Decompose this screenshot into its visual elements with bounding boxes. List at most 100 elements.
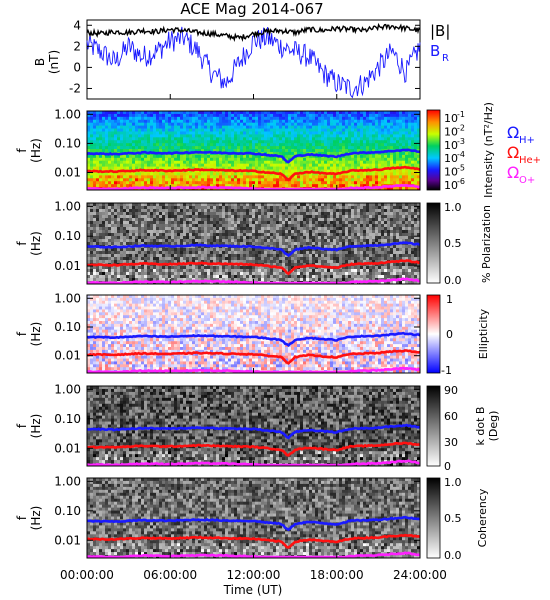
heatmap-cell (360, 224, 364, 228)
heatmap-cell (375, 248, 379, 252)
heatmap-cell (171, 157, 175, 162)
heatmap-cell (333, 134, 337, 138)
heatmap-cell (102, 230, 106, 234)
heatmap-cell (246, 227, 250, 231)
heatmap-cell (234, 134, 238, 138)
heatmap-cell (360, 215, 364, 219)
heatmap-cell (216, 242, 220, 246)
heatmap-cell (207, 134, 211, 138)
heatmap-cell (414, 122, 418, 127)
heatmap-cell (345, 119, 349, 124)
heatmap-cell (345, 154, 349, 159)
heatmap-cell (111, 206, 115, 210)
heatmap-cell (135, 227, 139, 231)
heatmap-cell (354, 184, 358, 188)
heatmap-cell (366, 154, 370, 159)
heatmap-cell (387, 209, 391, 213)
heatmap-cell (138, 242, 142, 246)
heatmap-cell (411, 111, 415, 115)
heatmap-cell (111, 178, 115, 182)
heatmap-cell (414, 151, 418, 156)
heatmap-cell (276, 230, 280, 234)
heatmap-cell (339, 215, 343, 219)
heatmap-cell (255, 254, 259, 258)
heatmap-cell (195, 230, 199, 234)
heatmap-cell (318, 111, 322, 115)
heatmap-cell (186, 128, 190, 132)
heatmap-cell (402, 157, 406, 162)
heatmap-cell (198, 209, 202, 213)
heatmap-cell (402, 163, 406, 167)
heatmap-cell (315, 181, 319, 185)
heatmap-cell (393, 251, 397, 255)
heatmap-cell (234, 125, 238, 129)
heatmap-cell (144, 134, 148, 138)
heatmap-cell (282, 245, 286, 249)
heatmap-cell (321, 227, 325, 231)
heatmap-cell (294, 128, 298, 132)
heatmap-cell (417, 236, 421, 240)
heatmap-cell (312, 157, 316, 162)
heatmap-cell (246, 111, 250, 115)
heatmap-cell (315, 251, 319, 255)
heatmap-cell (177, 175, 181, 179)
heatmap-cell (288, 151, 292, 156)
heatmap-cell (96, 143, 100, 147)
heatmap-cell (210, 221, 214, 225)
heatmap-cell (102, 236, 106, 240)
heatmap-cell (162, 221, 166, 225)
heatmap-cell (90, 175, 94, 179)
heatmap-cell (270, 230, 274, 234)
heatmap-cell (210, 160, 214, 165)
heatmap-cell (252, 233, 256, 237)
heatmap-cell (333, 230, 337, 234)
heatmap-cell (228, 203, 232, 207)
heatmap-cell (135, 119, 139, 124)
heatmap-cell (171, 184, 175, 188)
heatmap-cell (108, 251, 112, 255)
heatmap-cell (273, 203, 277, 207)
heatmap-cell (204, 248, 208, 252)
heatmap-cell (189, 239, 193, 243)
heatmap-cell (216, 140, 220, 144)
heatmap-cell (279, 233, 283, 237)
heatmap-cell (180, 184, 184, 188)
heatmap-cell (327, 230, 331, 234)
heatmap-cell (114, 122, 118, 127)
heatmap-cell (327, 242, 331, 246)
heatmap-cell (141, 166, 145, 170)
heatmap-cell (186, 184, 190, 188)
heatmap-cell (279, 203, 283, 207)
heatmap-cell (111, 125, 115, 129)
heatmap-cell (303, 203, 307, 207)
heatmap-cell (285, 169, 289, 173)
heatmap-cell (339, 151, 343, 156)
heatmap-cell (345, 143, 349, 147)
heatmap-cell (117, 149, 121, 153)
heatmap-cell (228, 206, 232, 210)
heatmap-cell (198, 175, 202, 179)
heatmap-cell (393, 143, 397, 147)
heatmap-cell (330, 251, 334, 255)
heatmap-cell (192, 140, 196, 144)
heatmap-cell (150, 143, 154, 147)
heatmap-cell (375, 131, 379, 135)
heatmap-cell (132, 230, 136, 234)
heatmap-cell (153, 236, 157, 240)
heatmap-cell (201, 203, 205, 207)
heatmap-cell (339, 143, 343, 147)
heatmap-cell (174, 143, 178, 147)
heatmap-cell (201, 137, 205, 141)
heatmap-cell (210, 227, 214, 231)
heatmap-cell (222, 184, 226, 188)
heatmap-cell (99, 166, 103, 170)
heatmap-cell (321, 111, 325, 115)
heatmap-cell (366, 111, 370, 115)
heatmap-cell (117, 236, 121, 240)
heatmap-cell (240, 137, 244, 141)
heatmap-cell (117, 215, 121, 219)
heatmap-cell (225, 128, 229, 132)
heatmap-cell (201, 248, 205, 252)
heatmap-cell (297, 236, 301, 240)
heatmap-cell (363, 116, 367, 121)
